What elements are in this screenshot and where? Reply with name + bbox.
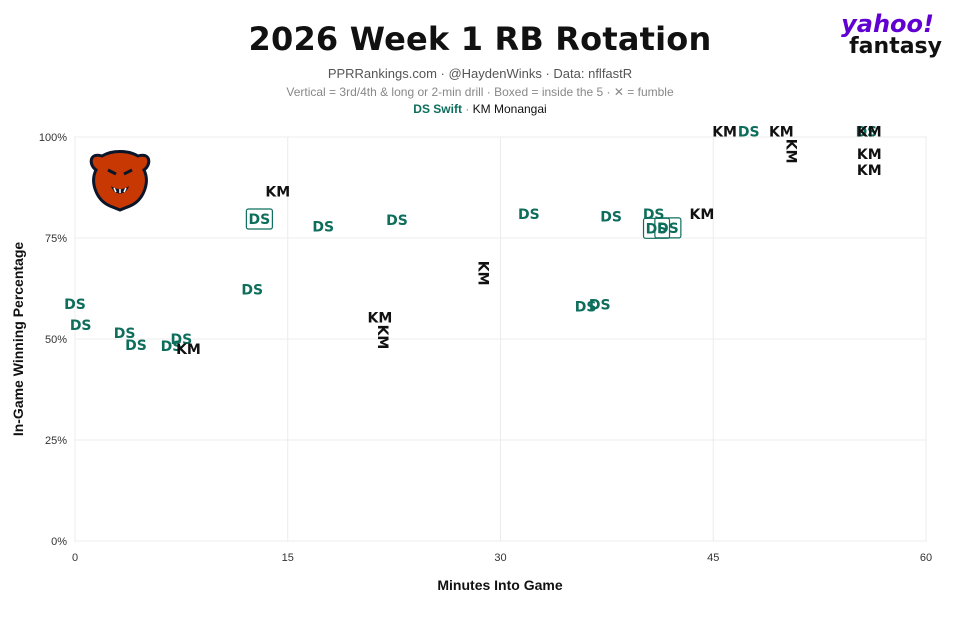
- x-axis-ticks: 0 15 30 45 60: [72, 552, 932, 564]
- data-point-km: KM: [368, 311, 393, 327]
- data-point-ds: DS: [856, 125, 878, 141]
- point-label-ds: DS: [856, 125, 878, 141]
- y-axis-label: In-Game Winning Percentage: [10, 242, 26, 437]
- point-label-km: KM: [857, 163, 882, 179]
- data-point-ds: DS: [241, 282, 263, 298]
- x-tick-label: 30: [494, 552, 506, 564]
- data-point-ds: DS: [114, 326, 136, 342]
- data-point-ds: DS: [589, 298, 611, 314]
- x-tick-label: 60: [920, 552, 932, 564]
- data-point-km: KM: [690, 207, 715, 223]
- chart-note: Vertical = 3rd/4th & long or 2-min drill…: [286, 85, 674, 99]
- data-point-km: KM: [769, 125, 794, 141]
- point-label-km: KM: [690, 207, 715, 223]
- data-point-ds: DS: [386, 213, 408, 229]
- data-point-km: KM: [712, 125, 737, 141]
- y-tick-label: 0%: [51, 536, 67, 548]
- data-point-km: KM: [176, 342, 201, 358]
- data-point-ds: DS: [64, 297, 86, 313]
- point-label-km: KM: [474, 261, 490, 286]
- data-point-ds: DS: [312, 220, 334, 236]
- legend-separator: ·: [465, 102, 470, 116]
- chart-subtitle: PPRRankings.com · @HaydenWinks · Data: n…: [327, 66, 633, 81]
- data-point-ds: DS: [654, 217, 682, 239]
- data-point-ds: DS: [738, 125, 760, 141]
- chart-title: 2026 Week 1 RB Rotation: [248, 20, 712, 58]
- y-axis-ticks: 0% 25% 50% 75% 100%: [39, 132, 67, 548]
- data-point-ds: DS: [245, 208, 273, 230]
- point-label-ds: DS: [64, 297, 86, 313]
- x-tick-label: 15: [282, 552, 294, 564]
- inside-five-box: [245, 208, 273, 230]
- data-point-km: KM: [857, 125, 882, 141]
- x-tick-label: 0: [72, 552, 78, 564]
- data-point-ds: DS: [600, 210, 622, 226]
- point-label-km: KM: [265, 185, 290, 201]
- point-label-km: KM: [769, 125, 794, 141]
- data-point-ds: DS: [161, 339, 183, 355]
- point-label-km: KM: [368, 311, 393, 327]
- point-label-ds: DS: [386, 213, 408, 229]
- x-tick-label: 45: [707, 552, 719, 564]
- point-label-ds: DS: [600, 210, 622, 226]
- data-point-km: KM: [782, 139, 798, 164]
- data-point-km: KM: [265, 185, 290, 201]
- legend-entry-ds: DS Swift: [413, 102, 462, 116]
- point-label-ds: DS: [589, 298, 611, 314]
- legend-entry-km: KM Monangai: [472, 102, 547, 116]
- data-point-km: KM: [374, 325, 390, 350]
- point-label-km: KM: [857, 125, 882, 141]
- point-label-km: KM: [782, 139, 798, 164]
- point-label-ds: DS: [312, 220, 334, 236]
- y-tick-label: 100%: [39, 132, 67, 144]
- point-label-ds: DS: [249, 212, 271, 228]
- point-label-km: KM: [374, 325, 390, 350]
- y-tick-label: 75%: [45, 233, 67, 245]
- y-tick-label: 50%: [45, 334, 67, 346]
- point-label-ds: DS: [738, 125, 760, 141]
- inside-five-box: [654, 217, 682, 239]
- data-point-km: KM: [857, 147, 882, 163]
- data-point-ds: DS: [518, 207, 540, 223]
- point-label-ds: DS: [646, 221, 668, 237]
- data-point-ds: DS: [575, 300, 597, 316]
- chart-legend: DS Swift · KM Monangai: [0, 102, 960, 116]
- brand-word-yahoo: yahoo!: [841, 10, 934, 38]
- chicago-bears-logo-icon: [89, 150, 151, 212]
- point-label-km: KM: [176, 342, 201, 358]
- point-label-ds: DS: [575, 300, 597, 316]
- point-label-km: KM: [857, 147, 882, 163]
- yahoo-fantasy-logo: yahoo! fantasy: [841, 12, 942, 58]
- point-label-ds: DS: [70, 318, 92, 334]
- x-axis-label: Minutes Into Game: [437, 577, 562, 593]
- point-label-ds: DS: [114, 326, 136, 342]
- point-label-ds: DS: [241, 282, 263, 298]
- data-point-ds: DS: [125, 338, 147, 354]
- data-point-km: KM: [857, 163, 882, 179]
- data-point-ds: DS: [70, 318, 92, 334]
- point-label-ds: DS: [171, 332, 193, 348]
- brand-word-fantasy: fantasy: [849, 34, 942, 59]
- point-label-km: KM: [712, 125, 737, 141]
- point-label-ds: DS: [657, 221, 679, 237]
- data-point-ds: DS: [171, 332, 193, 348]
- data-point-km: KM: [474, 261, 490, 286]
- point-label-ds: DS: [161, 339, 183, 355]
- point-label-ds: DS: [125, 338, 147, 354]
- point-label-ds: DS: [518, 207, 540, 223]
- y-tick-label: 25%: [45, 435, 67, 447]
- grid-lines: [74, 136, 927, 542]
